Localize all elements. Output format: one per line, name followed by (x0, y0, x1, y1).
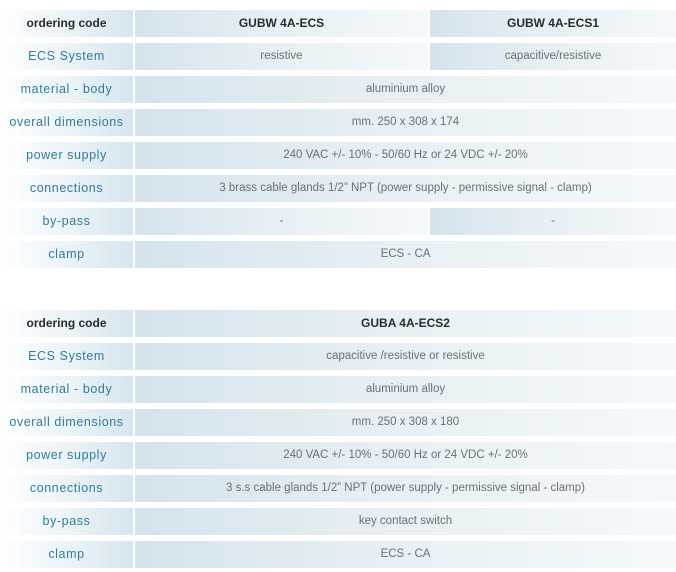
ordering-code-ecs1: GUBW 4A-ECS1 (430, 10, 676, 37)
ordering-code-ecs2: GUBA 4A-ECS2 (135, 310, 676, 337)
row-label: ECS System (0, 43, 133, 70)
row-label: power supply (0, 442, 133, 469)
row-label: connections (0, 175, 133, 202)
row-label: material - body (0, 76, 133, 103)
row-clamp: clamp ECS - CA (0, 239, 676, 272)
row-value: aluminium alloy (135, 376, 676, 403)
row-power-supply: power supply 240 VAC +/- 10% - 50/60 Hz … (0, 440, 676, 473)
row-value: - (430, 208, 676, 235)
row-material-body: material - body aluminium alloy (0, 374, 676, 407)
row-material-body: material - body aluminium alloy (0, 74, 676, 107)
header-row: ordering code GUBA 4A-ECS2 (0, 308, 676, 341)
row-power-supply: power supply 240 VAC +/- 10% - 50/60 Hz … (0, 140, 676, 173)
row-value: 3 brass cable glands 1/2” NPT (power sup… (135, 175, 676, 202)
ordering-code-label: ordering code (0, 310, 133, 337)
row-value: resistive (135, 43, 428, 70)
row-ecs-system: ECS System capacitive /resistive or resi… (0, 341, 676, 374)
row-value: mm. 250 x 308 x 180 (135, 409, 676, 436)
ordering-code-label: ordering code (0, 10, 133, 37)
row-label: by-pass (0, 208, 133, 235)
row-value: ECS - CA (135, 241, 676, 268)
row-label: connections (0, 475, 133, 502)
spec-table-guba: ordering code GUBA 4A-ECS2 ECS System ca… (0, 308, 676, 572)
row-label: power supply (0, 142, 133, 169)
row-label: ECS System (0, 343, 133, 370)
row-overall-dimensions: overall dimensions mm. 250 x 308 x 174 (0, 107, 676, 140)
spec-table-gubw: ordering code GUBW 4A-ECS GUBW 4A-ECS1 E… (0, 8, 676, 272)
ordering-code-ecs: GUBW 4A-ECS (135, 10, 428, 37)
header-row: ordering code GUBW 4A-ECS GUBW 4A-ECS1 (0, 8, 676, 41)
row-value: key contact switch (135, 508, 676, 535)
row-connections: connections 3 s.s cable glands 1/2” NPT … (0, 473, 676, 506)
row-value: capacitive/resistive (430, 43, 676, 70)
row-label: by-pass (0, 508, 133, 535)
row-value: 240 VAC +/- 10% - 50/60 Hz or 24 VDC +/-… (135, 142, 676, 169)
row-value: capacitive /resistive or resistive (135, 343, 676, 370)
row-overall-dimensions: overall dimensions mm. 250 x 308 x 180 (0, 407, 676, 440)
row-by-pass: by-pass - - (0, 206, 676, 239)
row-value: ECS - CA (135, 541, 676, 568)
row-ecs-system: ECS System resistive capacitive/resistiv… (0, 41, 676, 74)
row-clamp: clamp ECS - CA (0, 539, 676, 572)
row-value: 3 s.s cable glands 1/2” NPT (power suppl… (135, 475, 676, 502)
row-label: clamp (0, 241, 133, 268)
row-value: aluminium alloy (135, 76, 676, 103)
row-value: 240 VAC +/- 10% - 50/60 Hz or 24 VDC +/-… (135, 442, 676, 469)
row-label: material - body (0, 376, 133, 403)
row-by-pass: by-pass key contact switch (0, 506, 676, 539)
row-label: overall dimensions (0, 109, 133, 136)
row-value: mm. 250 x 308 x 174 (135, 109, 676, 136)
row-value: - (135, 208, 428, 235)
row-label: overall dimensions (0, 409, 133, 436)
row-label: clamp (0, 541, 133, 568)
row-connections: connections 3 brass cable glands 1/2” NP… (0, 173, 676, 206)
